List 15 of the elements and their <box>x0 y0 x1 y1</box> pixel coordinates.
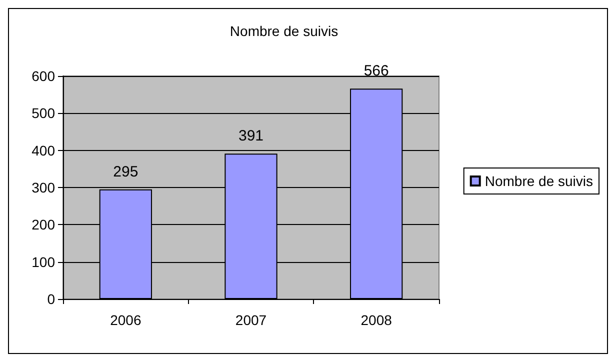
data-label: 295 <box>113 163 138 180</box>
y-tick-label: 600 <box>32 68 56 84</box>
x-tick-label: 2008 <box>360 312 392 328</box>
x-tick-label: 2007 <box>235 312 267 328</box>
y-tick-label: 200 <box>32 216 56 233</box>
data-label: 566 <box>364 62 389 80</box>
y-tick-label: 500 <box>32 105 56 122</box>
y-tick-label: 0 <box>47 291 56 307</box>
x-tick-label: 2006 <box>110 312 142 328</box>
chart-title: Nombre de suivis <box>230 23 338 39</box>
data-label: 391 <box>238 128 264 145</box>
y-tick-label: 400 <box>32 142 56 158</box>
y-tick-label: 300 <box>32 180 56 196</box>
legend-label: Nombre de suivis <box>484 173 594 189</box>
y-tick-label: 100 <box>32 254 56 270</box>
